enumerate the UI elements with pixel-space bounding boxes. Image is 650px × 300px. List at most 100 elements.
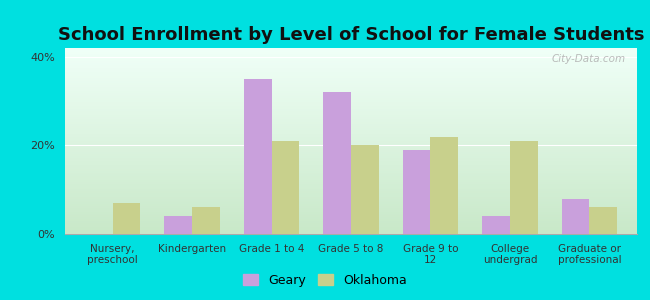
Bar bbox=[65, 98, 637, 100]
Bar bbox=[65, 82, 637, 83]
Bar bbox=[65, 115, 637, 117]
Bar bbox=[65, 197, 637, 199]
Bar bbox=[65, 230, 637, 232]
Bar bbox=[65, 102, 637, 104]
Bar bbox=[65, 137, 637, 139]
Bar bbox=[65, 167, 637, 169]
Bar bbox=[65, 59, 637, 61]
Bar bbox=[65, 200, 637, 202]
Bar bbox=[65, 119, 637, 121]
Bar bbox=[65, 130, 637, 132]
Bar bbox=[65, 188, 637, 189]
Bar bbox=[430, 136, 458, 234]
Bar bbox=[65, 208, 637, 210]
Bar bbox=[65, 117, 637, 119]
Bar bbox=[65, 139, 637, 141]
Bar bbox=[65, 135, 637, 137]
Legend: Geary, Oklahoma: Geary, Oklahoma bbox=[239, 270, 411, 291]
Bar bbox=[590, 207, 617, 234]
Bar bbox=[65, 150, 637, 152]
Bar bbox=[65, 215, 637, 217]
Bar bbox=[351, 146, 379, 234]
Bar bbox=[482, 216, 510, 234]
Bar bbox=[65, 178, 637, 180]
Bar bbox=[65, 91, 637, 93]
Bar bbox=[65, 67, 637, 68]
Bar bbox=[65, 165, 637, 167]
Bar bbox=[65, 158, 637, 160]
Bar bbox=[65, 169, 637, 171]
Bar bbox=[65, 87, 637, 89]
Bar bbox=[65, 65, 637, 67]
Bar bbox=[65, 89, 637, 91]
Bar bbox=[65, 223, 637, 225]
Bar bbox=[65, 70, 637, 72]
Bar bbox=[65, 189, 637, 191]
Bar bbox=[65, 106, 637, 107]
Bar bbox=[65, 175, 637, 176]
Bar bbox=[65, 160, 637, 161]
Bar bbox=[65, 204, 637, 206]
Bar bbox=[65, 57, 637, 59]
Bar bbox=[65, 172, 637, 175]
Bar bbox=[65, 161, 637, 163]
Bar bbox=[244, 79, 272, 234]
Bar bbox=[65, 195, 637, 197]
Bar bbox=[65, 145, 637, 147]
Bar bbox=[65, 124, 637, 126]
Bar bbox=[65, 206, 637, 208]
Bar bbox=[65, 121, 637, 122]
Bar bbox=[65, 107, 637, 110]
Bar bbox=[65, 199, 637, 200]
Bar bbox=[65, 182, 637, 184]
Bar bbox=[65, 94, 637, 96]
Bar bbox=[65, 171, 637, 172]
Bar bbox=[402, 150, 430, 234]
Bar bbox=[65, 122, 637, 124]
Bar bbox=[65, 54, 637, 56]
Bar bbox=[65, 152, 637, 154]
Bar bbox=[65, 180, 637, 182]
Title: School Enrollment by Level of School for Female Students: School Enrollment by Level of School for… bbox=[58, 26, 644, 44]
Bar bbox=[65, 154, 637, 156]
Bar bbox=[65, 228, 637, 230]
Text: City-Data.com: City-Data.com bbox=[551, 54, 625, 64]
Bar bbox=[65, 186, 637, 188]
Bar bbox=[112, 203, 140, 234]
Bar bbox=[65, 217, 637, 219]
Bar bbox=[65, 63, 637, 65]
Bar bbox=[65, 134, 637, 135]
Bar bbox=[164, 216, 192, 234]
Bar bbox=[65, 128, 637, 130]
Bar bbox=[65, 68, 637, 70]
Bar bbox=[65, 52, 637, 54]
Bar bbox=[65, 104, 637, 106]
Bar bbox=[65, 85, 637, 87]
Bar bbox=[65, 143, 637, 145]
Bar bbox=[65, 61, 637, 63]
Bar bbox=[65, 226, 637, 228]
Bar bbox=[65, 212, 637, 214]
Bar bbox=[65, 100, 637, 102]
Bar bbox=[65, 110, 637, 111]
Bar bbox=[65, 111, 637, 113]
Bar bbox=[65, 93, 637, 94]
Bar bbox=[510, 141, 538, 234]
Bar bbox=[65, 96, 637, 98]
Bar bbox=[65, 163, 637, 165]
Bar bbox=[65, 141, 637, 143]
Bar bbox=[65, 221, 637, 223]
Bar bbox=[192, 207, 220, 234]
Bar bbox=[65, 202, 637, 204]
Bar bbox=[65, 210, 637, 212]
Bar bbox=[65, 225, 637, 226]
Bar bbox=[65, 50, 637, 52]
Bar bbox=[65, 191, 637, 193]
Bar bbox=[65, 147, 637, 148]
Bar bbox=[65, 193, 637, 195]
Bar bbox=[323, 92, 351, 234]
Bar bbox=[65, 113, 637, 115]
Bar bbox=[65, 48, 637, 50]
Bar bbox=[65, 76, 637, 78]
Bar bbox=[65, 232, 637, 234]
